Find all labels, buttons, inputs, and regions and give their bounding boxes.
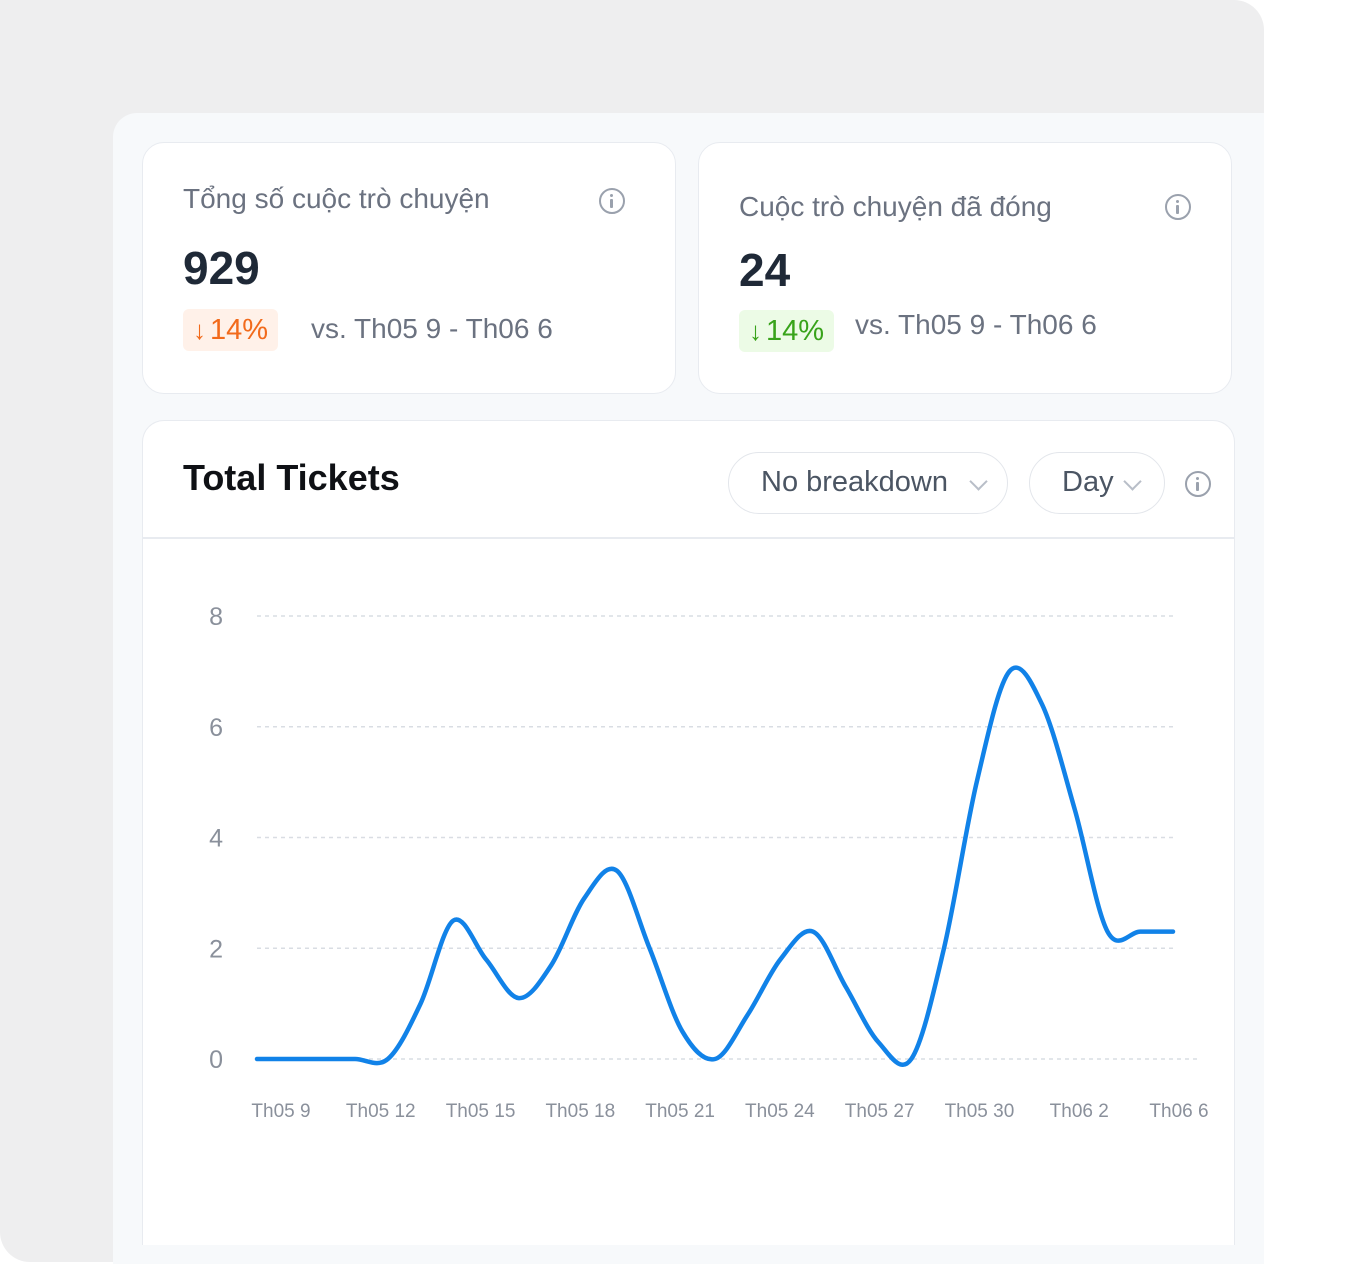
change-badge: ↓ 14%	[739, 310, 835, 352]
change-value: 14%	[766, 315, 825, 347]
info-icon[interactable]	[1165, 194, 1191, 220]
change-value: 14%	[210, 314, 269, 346]
compare-range: vs. Th05 9 - Th06 6	[311, 313, 553, 344]
stat-label: Cuộc trò chuyện đã đóng	[739, 191, 1052, 222]
y-tick-label: 0	[209, 1046, 223, 1074]
chart-card-total-tickets: Total Tickets No breakdown Day 0 2 4 6 8 Th05…	[142, 420, 1235, 1245]
stat-label: Tổng số cuộc trò chuyện	[183, 183, 490, 214]
interval-select-value: Day	[1062, 466, 1114, 498]
info-icon[interactable]	[1185, 471, 1211, 497]
line-chart: 0 2 4 6 8 Th05 9 Th05 12 Th05 15 Th05 18 Th05 21 T…	[209, 603, 1208, 1122]
stat-value: 24	[739, 244, 791, 296]
x-tick-label: Th06 6	[1149, 1101, 1208, 1122]
chart-title: Total Tickets	[183, 457, 400, 498]
arrow-down-icon: ↓	[749, 316, 762, 346]
x-tick-label: Th06 2	[1050, 1101, 1109, 1122]
change-badge: ↓ 14%	[183, 309, 279, 351]
y-tick-label: 2	[209, 935, 223, 963]
y-tick-label: 6	[209, 714, 223, 742]
divider	[143, 537, 1234, 539]
stat-value: 929	[183, 242, 260, 294]
x-tick-label: Th05 21	[645, 1101, 715, 1122]
x-tick-label: Th05 27	[845, 1101, 915, 1122]
x-tick-label: Th05 18	[545, 1101, 615, 1122]
interval-select[interactable]: Day	[1029, 452, 1165, 514]
y-tick-label: 4	[209, 825, 223, 853]
x-tick-label: Th05 12	[346, 1101, 416, 1122]
x-tick-label: Th05 24	[745, 1101, 815, 1122]
breakdown-select-value: No breakdown	[761, 466, 948, 498]
compare-range: vs. Th05 9 - Th06 6	[855, 309, 1097, 340]
series-line	[254, 665, 1176, 1067]
stat-card-total-conversations: Tổng số cuộc trò chuyện 929 ↓ 14% vs. Th0…	[142, 142, 676, 394]
breakdown-select[interactable]: No breakdown	[728, 452, 1008, 514]
x-tick-label: Th05 9	[251, 1101, 310, 1122]
arrow-down-icon: ↓	[193, 315, 206, 345]
x-tick-label: Th05 15	[446, 1101, 516, 1122]
y-tick-label: 8	[209, 603, 223, 631]
info-icon[interactable]	[599, 188, 625, 214]
stat-card-closed-conversations: Cuộc trò chuyện đã đóng 24 ↓ 14% vs. Th05…	[698, 142, 1232, 394]
x-tick-label: Th05 30	[945, 1101, 1015, 1122]
